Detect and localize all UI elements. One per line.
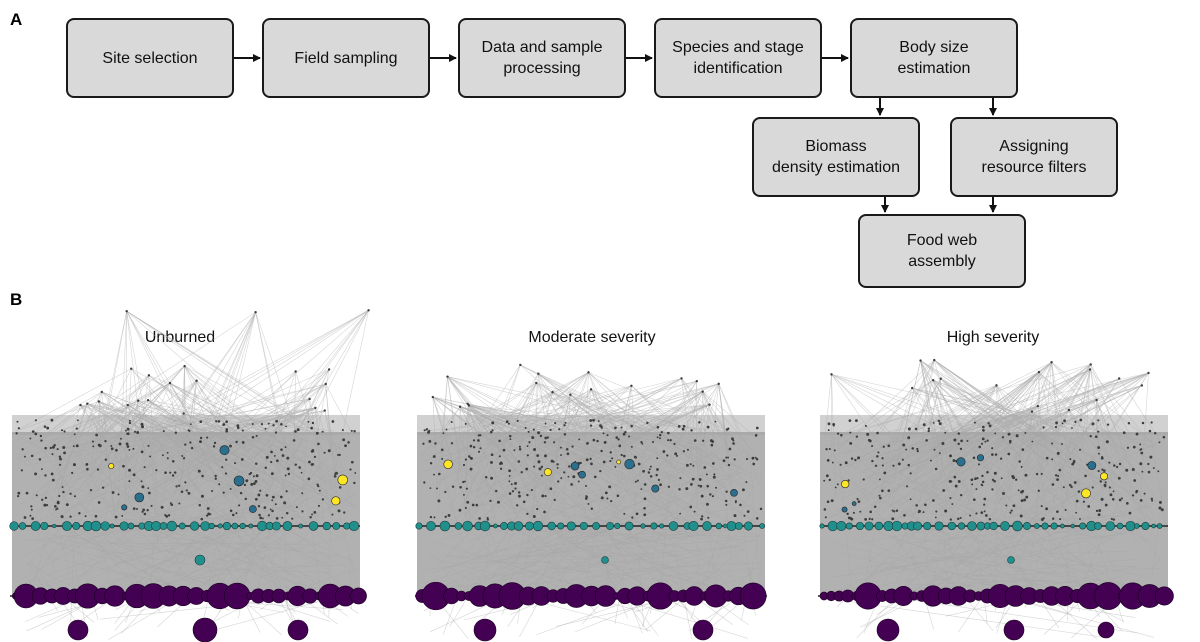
step-resource-filters: Assigning resource filters — [950, 117, 1118, 197]
step-species-identification: Species and stage identification — [654, 18, 822, 98]
edge-mass-top — [820, 415, 1168, 435]
network-group — [415, 363, 767, 642]
panel-b-letter: B — [10, 290, 23, 309]
web-title-moderate: Moderate severity — [528, 329, 656, 346]
food-web-moderate — [415, 363, 767, 642]
purple-row — [10, 582, 367, 642]
network-group — [9, 309, 370, 642]
step-food-web-assembly: Food web assembly — [858, 214, 1026, 288]
purple-row — [818, 582, 1174, 642]
food-web-high — [818, 358, 1174, 642]
network-group — [818, 358, 1174, 642]
panel-a-letter: A — [10, 10, 23, 29]
flow-arrows — [234, 54, 997, 213]
mid-nodes — [108, 445, 348, 513]
small-nodes — [422, 363, 763, 521]
mid-nodes — [443, 458, 738, 497]
teal-row — [9, 520, 360, 566]
purple-row — [415, 581, 767, 642]
small-nodes — [823, 358, 1166, 521]
edge-mass — [820, 432, 1168, 597]
step-data-processing: Data and sample processing — [458, 18, 626, 98]
web-title-high: High severity — [946, 329, 1040, 346]
teal-row — [819, 520, 1168, 564]
edge-mass — [12, 432, 360, 597]
step-biomass-density: Biomass density estimation — [752, 117, 920, 197]
small-nodes — [15, 309, 370, 521]
food-web-unburned — [9, 309, 370, 642]
teal-row — [415, 520, 765, 564]
step-field-sampling: Field sampling — [262, 18, 430, 98]
mid-nodes — [841, 454, 1109, 513]
step-body-size-estimation: Body size estimation — [850, 18, 1018, 98]
edge-mass-top — [12, 415, 360, 435]
step-site-selection: Site selection — [66, 18, 234, 98]
